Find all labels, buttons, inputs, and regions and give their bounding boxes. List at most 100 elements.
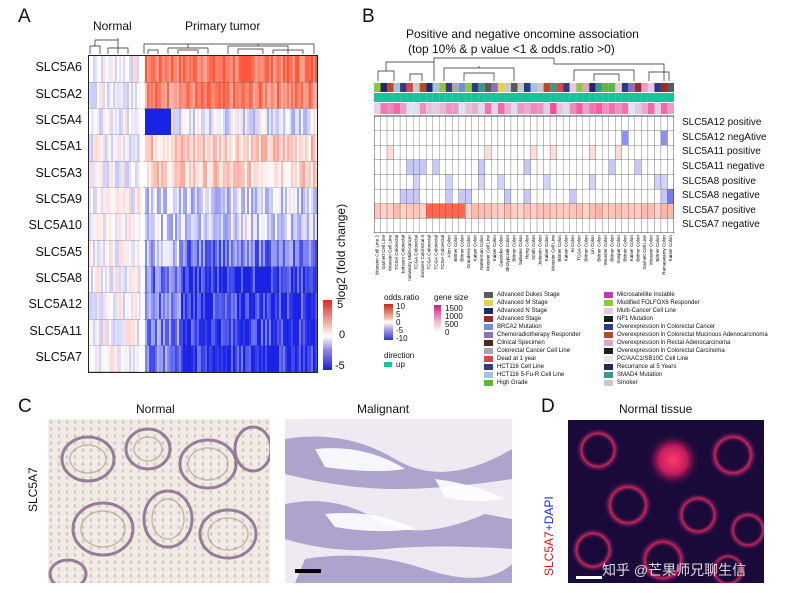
heatmap-a-cell <box>277 108 279 136</box>
category-legend-item: Dead at 1 year <box>484 355 604 363</box>
heatmap-b-cell <box>569 130 577 146</box>
heatmap-a-cell <box>215 108 217 136</box>
heatmap-a-cell <box>277 345 279 372</box>
heatmap-a-cell <box>233 345 235 372</box>
heatmap-b-cell <box>497 174 505 190</box>
heatmap-a-cell <box>91 56 93 83</box>
heatmap-b-cell <box>608 188 616 204</box>
annotation-cell <box>445 83 453 92</box>
heatmap-a-cell <box>93 240 95 268</box>
heatmap-a-cell <box>257 214 259 241</box>
heatmap-b-cell <box>660 174 668 190</box>
heatmap-a-cell <box>269 161 271 189</box>
gene-size-cell <box>563 103 570 114</box>
heatmap-a-cell <box>263 240 265 268</box>
heatmap-b-cell <box>667 203 674 219</box>
heatmap-a-cell <box>131 135 133 162</box>
category-legend-item: Advanced N Stage <box>484 307 604 315</box>
heatmap-a-cell <box>149 135 151 162</box>
heatmap-a-cell <box>169 240 171 268</box>
column-label: Garnett Cell Line <box>642 235 647 270</box>
direction-cell <box>628 93 635 102</box>
heatmap-a-cell <box>207 108 209 136</box>
gene-size-cell <box>530 103 538 114</box>
heatmap-a-cell <box>217 108 219 136</box>
heatmap-b-cell <box>491 115 499 131</box>
heatmap-a-cell <box>161 108 163 136</box>
heatmap-b-cell <box>569 203 577 219</box>
heatmap-a-cell <box>227 240 229 268</box>
heatmap-a-cell <box>155 56 157 83</box>
direction-cell <box>432 93 440 102</box>
direction-cell <box>419 93 427 102</box>
group-label-primary-tumor: Primary tumor <box>185 19 261 33</box>
heatmap-a-cell <box>311 214 313 241</box>
heatmap-a-cell <box>169 82 171 110</box>
heatmap-a-cell <box>241 293 243 320</box>
heatmap-a-cell <box>183 135 185 162</box>
heatmap-a-cell <box>123 345 125 372</box>
heatmap-a-cell <box>237 214 239 241</box>
heatmap-a-cell <box>115 56 117 83</box>
heatmap-a-cell <box>293 56 295 83</box>
heatmap-a-cell <box>183 56 185 83</box>
heatmap-a-cell <box>221 187 223 215</box>
gene-size-cell <box>615 103 622 114</box>
category-swatch <box>484 292 493 298</box>
heatmap-a-cell <box>117 214 119 241</box>
category-label: Dead at 1 year <box>497 355 537 362</box>
heatmap-a-cell <box>307 293 309 320</box>
gene-size-cell <box>660 103 668 114</box>
heatmap-a-cell <box>271 293 273 320</box>
heatmap-a-cell <box>193 345 195 372</box>
heatmap-a-cell <box>249 319 251 347</box>
heatmap-a-cell <box>279 266 281 294</box>
category-legend-item: Modified FOLFOX6 Responder <box>604 299 784 307</box>
heatmap-b-cell <box>549 115 557 131</box>
heatmap-a-cell <box>181 56 183 83</box>
heatmap-a-cell <box>147 240 149 268</box>
gene-size-cell <box>497 103 505 114</box>
heatmap-a-cell <box>205 187 207 215</box>
heatmap-b-cell <box>660 145 668 161</box>
heatmap-a-cell <box>115 161 117 189</box>
heatmap-a-cell <box>203 266 205 294</box>
heatmap-b-cell <box>517 218 525 233</box>
heatmap-a-cell <box>211 161 213 189</box>
heatmap-a-cell <box>155 108 157 136</box>
heatmap-a-cell <box>129 266 131 294</box>
heatmap-a-cell <box>189 108 191 136</box>
heatmap-a-cell <box>221 293 223 320</box>
annotation-cell <box>471 83 479 92</box>
annotation-cell <box>517 83 524 92</box>
heatmap-a-cell <box>293 345 295 372</box>
heatmap-a-cell <box>267 56 269 83</box>
direction-cell <box>621 93 629 102</box>
annotation-cell <box>589 83 596 92</box>
heatmap-a-cell <box>229 266 231 294</box>
heatmap-a-cell <box>199 345 201 372</box>
heatmap-a-cell <box>273 240 275 268</box>
heatmap-a-cell <box>193 214 195 241</box>
heatmap-a-cell <box>249 266 251 294</box>
heatmap-b-cell <box>478 203 486 219</box>
heatmap-a-cell <box>207 161 209 189</box>
heatmap-a-cell <box>181 319 183 347</box>
heatmap-a-cell <box>167 214 169 241</box>
heatmap-a-cell <box>137 187 139 215</box>
heatmap-a-cell <box>111 187 113 215</box>
heatmap-b-cell <box>667 115 674 131</box>
heatmap-a-cell <box>229 135 231 162</box>
heatmap-a-cell <box>285 56 287 83</box>
heatmap-a-cell <box>173 82 175 110</box>
gene-size-cell <box>504 103 511 114</box>
heatmap-a-cell <box>231 56 233 83</box>
heatmap-a-cell <box>135 187 137 215</box>
category-legend-item: Overexpression in Rectal Adenocarcinoma <box>604 339 784 347</box>
heatmap-a-cell <box>111 266 113 294</box>
heatmap-a-cell <box>159 56 161 83</box>
heatmap-a-cell <box>205 214 207 241</box>
heatmap-a-cell <box>137 240 139 268</box>
heatmap-b-cell <box>543 130 551 146</box>
heatmap-b-cell <box>569 188 577 204</box>
